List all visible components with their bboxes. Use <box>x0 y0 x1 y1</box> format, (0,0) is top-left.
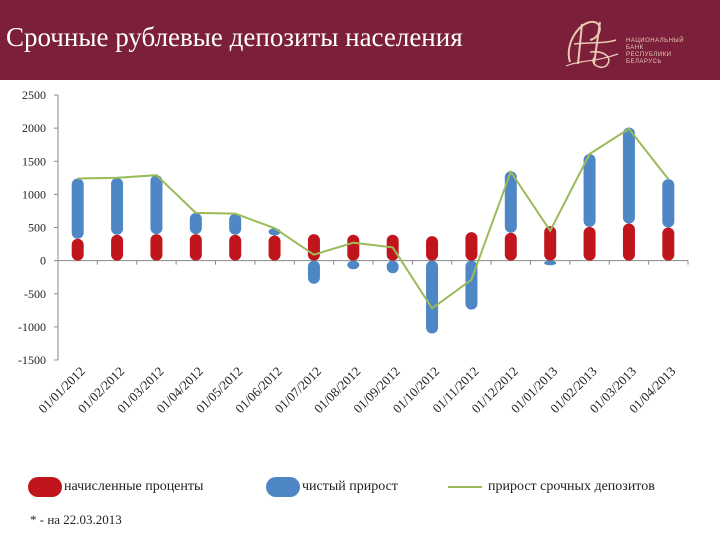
legend-label-interest: начисленные проценты <box>64 479 204 494</box>
bar-interest <box>583 226 596 261</box>
deposits-chart: -1500-1000-5000500100015002000250001/01/… <box>18 88 689 416</box>
legend-label-net-growth: чистый прирост <box>302 479 398 494</box>
bar-net-growth <box>386 260 399 274</box>
legend-label-deposit-growth: прирост срочных депозитов <box>488 479 655 494</box>
bar-net-growth <box>504 171 517 233</box>
y-tick-label: 500 <box>28 221 46 235</box>
bar-net-growth <box>150 175 163 235</box>
line-deposit-growth <box>77 127 670 310</box>
bar-interest <box>150 234 163 261</box>
bar-interest <box>504 232 517 261</box>
bar-interest <box>111 234 124 261</box>
y-tick-label: 2000 <box>22 121 46 135</box>
bar-net-growth <box>662 179 675 228</box>
legend-item-interest: начисленные проценты <box>28 474 203 500</box>
y-tick-label: 0 <box>40 254 46 268</box>
slide-header: Срочные рублевые депозиты населения НАЦИ… <box>0 0 720 80</box>
y-tick-label: 1500 <box>22 154 46 168</box>
bar-net-growth <box>622 127 635 224</box>
footnote: * - на 22.03.2013 <box>30 512 122 527</box>
logo-line: НАЦИОНАЛЬНЫЙ <box>626 38 685 44</box>
y-tick-label: 2500 <box>22 88 46 102</box>
legend-item-deposit-growth: прирост срочных депозитов <box>448 474 655 500</box>
bar-interest <box>189 234 202 261</box>
bar-net-growth <box>111 177 124 235</box>
bar-net-growth <box>71 178 84 239</box>
bar-net-growth <box>544 260 557 266</box>
logo-line: РЕСПУБЛИКИ <box>626 52 672 58</box>
y-tick-label: 1000 <box>22 187 46 201</box>
logo-line: БАНК <box>626 45 644 51</box>
bar-interest <box>662 227 675 261</box>
bar-interest <box>347 234 360 261</box>
legend-item-net-growth: чистый прирост <box>266 474 398 500</box>
bar-interest <box>465 232 478 261</box>
bar-interest <box>426 236 439 261</box>
bank-logo-icon <box>565 20 619 69</box>
bar-interest <box>544 226 557 261</box>
logo-text: НАЦИОНАЛЬНЫЙ БАНК РЕСПУБЛИКИ БЕЛАРУСЬ <box>626 38 696 66</box>
legend-swatch-interest <box>28 477 62 497</box>
bar-net-growth <box>307 260 320 284</box>
y-tick-label: -1000 <box>18 320 46 334</box>
bar-net-growth <box>229 213 242 235</box>
bar-net-growth <box>347 260 360 270</box>
legend-swatch-net-growth <box>266 477 300 497</box>
bar-net-growth <box>426 260 439 334</box>
bar-interest <box>229 234 242 261</box>
bar-net-growth <box>189 212 202 235</box>
y-tick-label: -1500 <box>18 353 46 367</box>
bar-interest <box>71 238 84 261</box>
bar-interest <box>268 235 281 261</box>
legend-swatch-deposit-growth <box>448 486 482 488</box>
bar-net-growth <box>583 153 596 227</box>
page-title: Срочные рублевые депозиты населения <box>6 22 463 52</box>
logo-line: БЕЛАРУСЬ <box>626 59 662 65</box>
bar-interest <box>622 223 635 261</box>
bar-interest <box>307 234 320 261</box>
y-tick-label: -500 <box>24 287 46 301</box>
